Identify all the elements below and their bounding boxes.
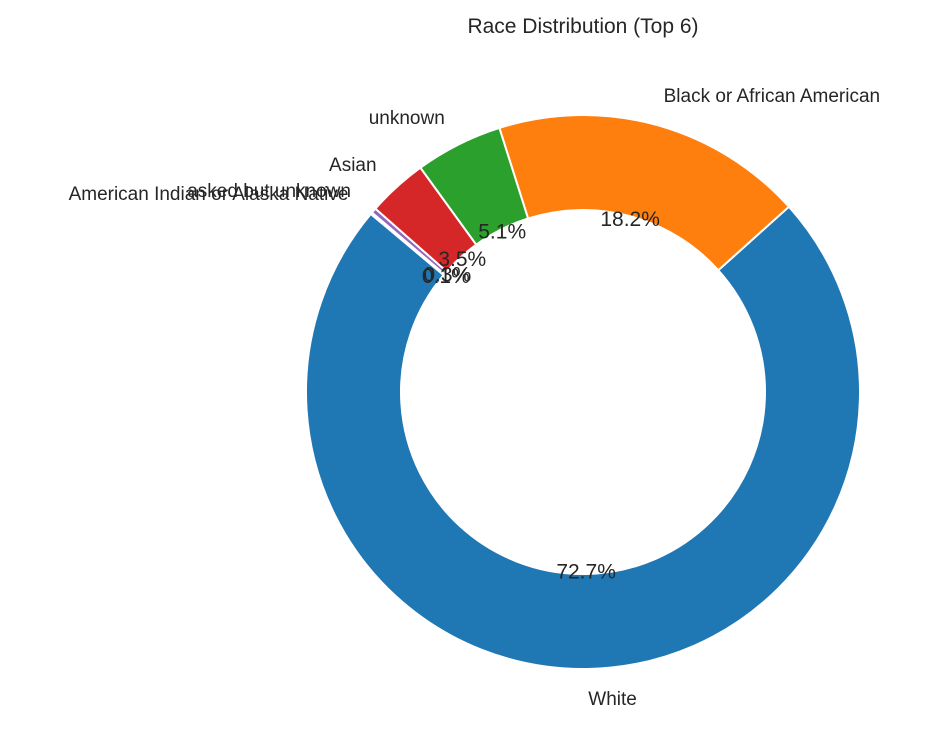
category-labels-group: White Black or African American unknown Asi…: [69, 86, 881, 710]
slice-black-or-african-american: [498, 114, 791, 272]
pct-label-white: 72.7%: [556, 560, 616, 583]
pct-label-asked-but-unknown: 0.3%: [423, 263, 471, 286]
chart-title: Race Distribution (Top 6): [467, 15, 698, 38]
category-label-asked-but-unknown: asked but unknown: [187, 181, 351, 202]
slice-white: [305, 205, 861, 670]
pct-label-american-indian-or-alaska-native: 0.1%: [422, 265, 470, 288]
pct-label-black-or-african-american: 18.2%: [600, 208, 660, 231]
category-label-unknown: unknown: [369, 108, 445, 129]
category-label-black-or-african-american: Black or African American: [664, 86, 880, 107]
category-label-white: White: [588, 689, 637, 710]
slices-group: [305, 114, 861, 670]
category-label-asian: Asian: [329, 155, 377, 176]
percentage-labels-group: 72.7% 18.2% 5.1% 3.5%0.3%0.1%: [422, 208, 660, 584]
category-label-american-indian-or-alaska-native: American Indian or Alaska Native: [69, 184, 349, 205]
pct-label-asian: 3.5%: [438, 248, 486, 271]
pct-label-unknown: 5.1%: [478, 221, 526, 244]
slice-american-indian-or-alaska-native: [369, 211, 446, 277]
